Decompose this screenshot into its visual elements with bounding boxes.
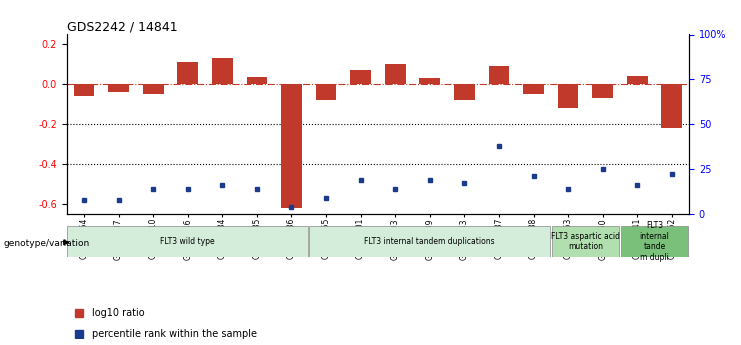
Bar [67,226,308,257]
Text: GDS2242 / 14841: GDS2242 / 14841 [67,20,177,33]
Bar [350,70,371,84]
Text: FLT3 internal tandem duplications: FLT3 internal tandem duplications [365,237,495,246]
Bar [523,84,544,94]
Bar [558,84,579,108]
Bar [488,66,509,84]
Bar [143,84,164,94]
Bar [662,84,682,128]
Bar [247,77,268,84]
Bar [621,226,688,257]
Bar [419,78,440,84]
Bar [454,84,475,100]
Text: percentile rank within the sample: percentile rank within the sample [92,329,257,338]
Bar [385,65,405,84]
Text: log10 ratio: log10 ratio [92,308,144,318]
Bar [108,84,129,92]
Bar [592,84,613,98]
Bar [551,226,619,257]
Text: FLT3 aspartic acid
mutation: FLT3 aspartic acid mutation [551,232,620,251]
Bar [212,58,233,84]
Bar [627,76,648,84]
Bar [177,62,198,84]
Text: FLT3
internal
tande
m dupli: FLT3 internal tande m dupli [639,221,669,262]
Bar [281,84,302,208]
Text: genotype/variation: genotype/variation [4,239,90,248]
Text: FLT3 wild type: FLT3 wild type [160,237,215,246]
Bar [310,226,550,257]
Bar [73,84,94,96]
Bar [316,84,336,100]
